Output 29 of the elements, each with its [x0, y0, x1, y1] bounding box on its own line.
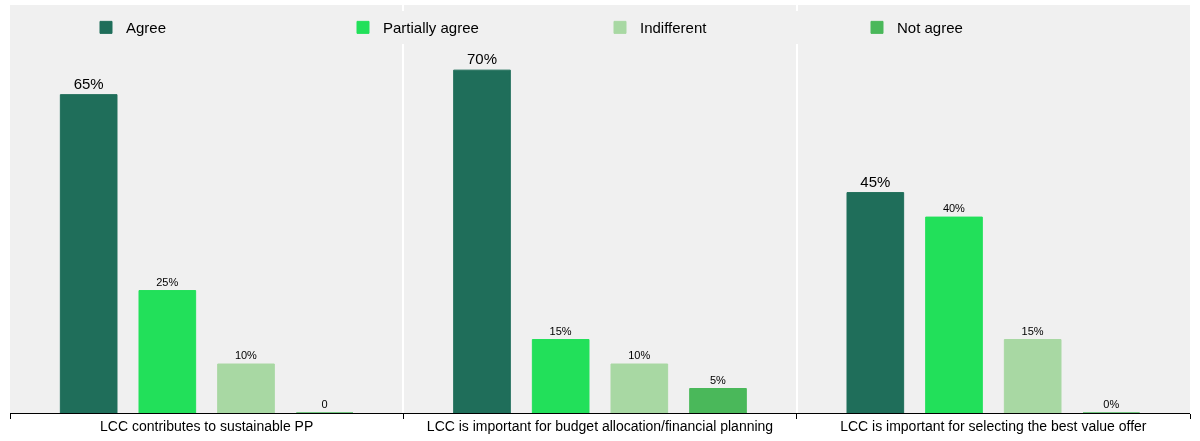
- data-label: 5%: [709, 373, 727, 386]
- legend-label: Not agree: [897, 19, 963, 37]
- data-label: 45%: [860, 172, 891, 190]
- bar: [1003, 339, 1062, 413]
- legend-label: Agree: [126, 19, 167, 37]
- legend-label: Partially agree: [383, 19, 479, 37]
- x-tick-label: LCC contributes to sustainable PP: [100, 417, 314, 434]
- bar: [925, 216, 983, 413]
- bar: [453, 69, 511, 413]
- bar: [846, 192, 905, 413]
- data-label: 10%: [628, 349, 651, 362]
- data-label: 25%: [156, 275, 179, 288]
- legend-label: Indifferent: [640, 19, 708, 37]
- x-tick-label: LCC is important for budget allocation/financial planning: [426, 417, 774, 434]
- data-label: 15%: [1021, 324, 1044, 337]
- data-label: 0: [321, 398, 328, 410]
- data-label: 15%: [549, 324, 572, 337]
- bar: [217, 363, 275, 413]
- bar: [138, 290, 197, 413]
- data-label: 70%: [466, 50, 498, 68]
- bar: [689, 388, 747, 413]
- x-tick-label: LCC is important for selecting the best value offer: [840, 417, 1147, 434]
- bar: [59, 94, 118, 413]
- data-label: 65%: [73, 74, 104, 92]
- data-label: 10%: [234, 349, 258, 362]
- data-label: 40%: [942, 202, 966, 215]
- bar: [531, 339, 590, 413]
- data-label: 0%: [1103, 398, 1120, 410]
- bar: [610, 363, 669, 413]
